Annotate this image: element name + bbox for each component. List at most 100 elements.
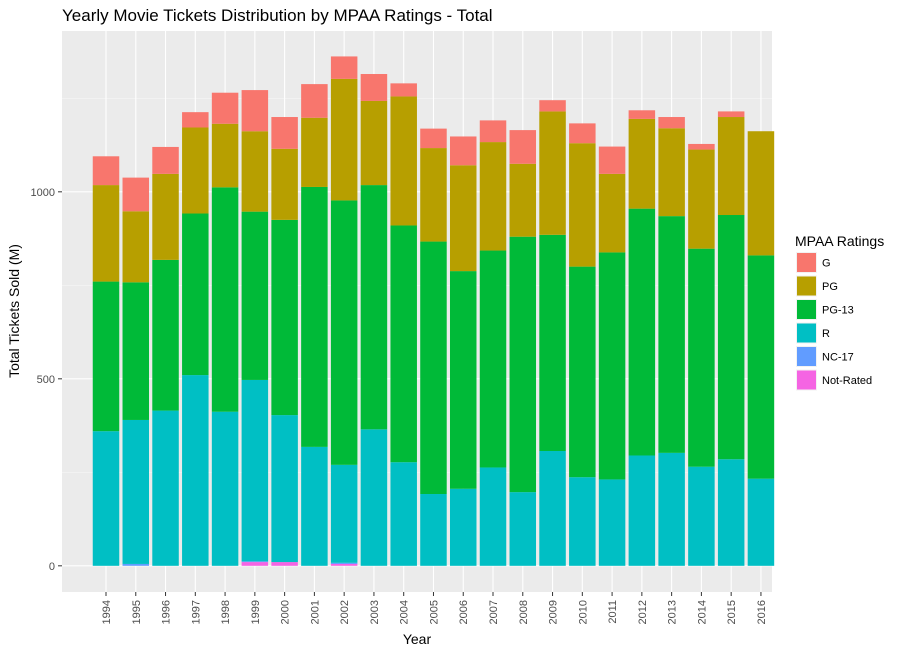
bar-segment-g-1999 (241, 90, 269, 132)
bar-segment-g-1995 (122, 177, 150, 212)
bar-segment-g-1997 (182, 112, 209, 128)
x-tick-label: 1998 (220, 600, 232, 624)
bar-segment-g-2015 (717, 111, 745, 118)
bar-segment-g-2004 (390, 83, 417, 97)
x-tick-label: 2004 (399, 600, 411, 624)
legend-swatch-not-rated (797, 370, 816, 390)
bar-segment-pg-2000 (271, 148, 298, 220)
bar-segment-pg-2008 (509, 163, 537, 237)
bar-segment-pg-2007 (479, 142, 507, 251)
x-tick-label: 1996 (161, 600, 173, 624)
x-tick-label: 2010 (577, 600, 589, 624)
bar-segment-pg-1998 (211, 123, 239, 188)
bar-segment-nc-17-2002 (330, 562, 358, 564)
bar-segment-g-2003 (360, 74, 388, 101)
x-axis-title: Year (403, 631, 432, 647)
bar-segment-pg-2012 (628, 118, 656, 209)
legend-title: MPAA Ratings (795, 233, 884, 249)
bar-segment-pg-2003 (360, 100, 388, 186)
y-axis: 0 500 1000 (31, 187, 62, 573)
legend-items: G PG PG-13 R NC-17 Not-Rated (796, 252, 872, 391)
bar-segment-g-2012 (628, 110, 656, 119)
y-tick-label: 500 (37, 374, 55, 386)
x-tick-label: 2011 (607, 600, 619, 624)
bar-segment-r-2007 (479, 467, 507, 566)
bar-segment-pg-13-2011 (598, 252, 626, 480)
bar-segment-r-1996 (152, 410, 179, 566)
bar-segment-pg-13-2013 (658, 216, 685, 453)
x-tick-label: 2015 (726, 600, 738, 624)
bar-segment-nc-17-1999 (241, 561, 269, 563)
bar-segment-pg-2010 (569, 143, 596, 267)
bar-segment-pg-13-1999 (241, 211, 269, 380)
bar-segment-g-2008 (509, 130, 537, 164)
bar-segment-pg-1999 (241, 131, 269, 212)
bar-segment-pg-13-2010 (569, 266, 596, 478)
x-tick-label: 2008 (518, 600, 530, 624)
x-axis: 1994 1995 1996 1997 1998 1999 2000 2001 2002 2003… (101, 592, 768, 624)
bar-segment-g-1998 (211, 92, 239, 124)
bar-segment-r-2004 (390, 462, 417, 566)
bar-segment-pg-2013 (658, 128, 685, 217)
x-tick-label: 2006 (458, 600, 470, 624)
bar-segment-pg-13-2015 (717, 215, 745, 460)
bar-segment-pg-13-2005 (420, 241, 447, 495)
y-axis-title: Total Tickets Sold (M) (6, 244, 22, 378)
legend-label-not-rated: Not-Rated (822, 375, 872, 387)
x-tick-label: 1994 (101, 600, 113, 624)
bar-segment-r-2013 (658, 452, 685, 566)
bar-segment-r-2002 (330, 464, 358, 563)
bar-segment-g-2010 (569, 123, 596, 144)
bar-segment-pg-2015 (717, 117, 745, 216)
legend-label-g: G (822, 258, 831, 270)
bar-segment-pg-13-1998 (211, 187, 239, 412)
legend-swatch-pg (797, 276, 816, 296)
legend-swatch-pg-13 (797, 300, 816, 319)
bar-segment-not-rated-2000 (271, 562, 298, 566)
bar-segment-r-2005 (420, 494, 447, 566)
bar-segment-r-2001 (301, 446, 328, 566)
x-tick-label: 2009 (548, 600, 560, 624)
legend: MPAA Ratings G PG PG-13 R NC-17 Not-Rated (795, 233, 884, 391)
x-tick-label: 1999 (250, 600, 262, 624)
legend-label-r: R (822, 328, 830, 340)
bar-segment-r-2011 (598, 479, 626, 566)
bar-segment-r-2014 (688, 466, 715, 566)
bar-segment-pg-13-2000 (271, 219, 298, 416)
bar-segment-r-1995 (122, 419, 150, 564)
bar-segment-pg-2002 (330, 78, 358, 201)
x-tick-label: 2005 (428, 600, 440, 624)
bar-segment-nc-17-1995 (122, 563, 150, 566)
bar-segment-pg-13-2003 (360, 185, 388, 430)
bar-segment-pg-13-1996 (152, 259, 179, 411)
x-tick-label: 2007 (488, 600, 500, 624)
legend-swatch-nc-17 (797, 347, 816, 366)
bar-segment-pg-1994 (92, 185, 120, 282)
bar-segment-pg-13-2009 (539, 234, 566, 452)
bar-segment-r-2016 (747, 478, 775, 566)
legend-label-pg-13: PG-13 (822, 305, 854, 317)
bar-segment-pg-13-2004 (390, 225, 417, 463)
legend-label-nc-17: NC-17 (822, 352, 854, 364)
bar-segment-pg-1996 (152, 173, 179, 260)
bar-segment-g-2005 (420, 128, 447, 149)
x-tick-label: 1995 (131, 600, 143, 624)
x-tick-label: 2002 (339, 600, 351, 624)
bar-segment-pg-13-2008 (509, 236, 537, 493)
chart-title: Yearly Movie Tickets Distribution by MPA… (62, 6, 493, 25)
bar-segment-g-2014 (688, 143, 715, 150)
bar-segment-pg-13-2007 (479, 250, 507, 468)
bar-segment-pg-13-1994 (92, 281, 120, 432)
bar-segment-pg-2014 (688, 149, 715, 249)
bar-segment-pg-2005 (420, 148, 447, 242)
bar-segment-pg-2011 (598, 173, 626, 253)
bar-segment-r-2015 (717, 459, 745, 566)
bar-segment-not-rated-1999 (241, 562, 269, 566)
bar-segment-pg-2006 (449, 165, 477, 272)
bar-segment-r-1999 (241, 379, 269, 562)
bar-segment-pg-13-2001 (301, 186, 328, 447)
bar-segment-g-2006 (449, 136, 477, 166)
bar-segment-r-2006 (449, 488, 477, 566)
